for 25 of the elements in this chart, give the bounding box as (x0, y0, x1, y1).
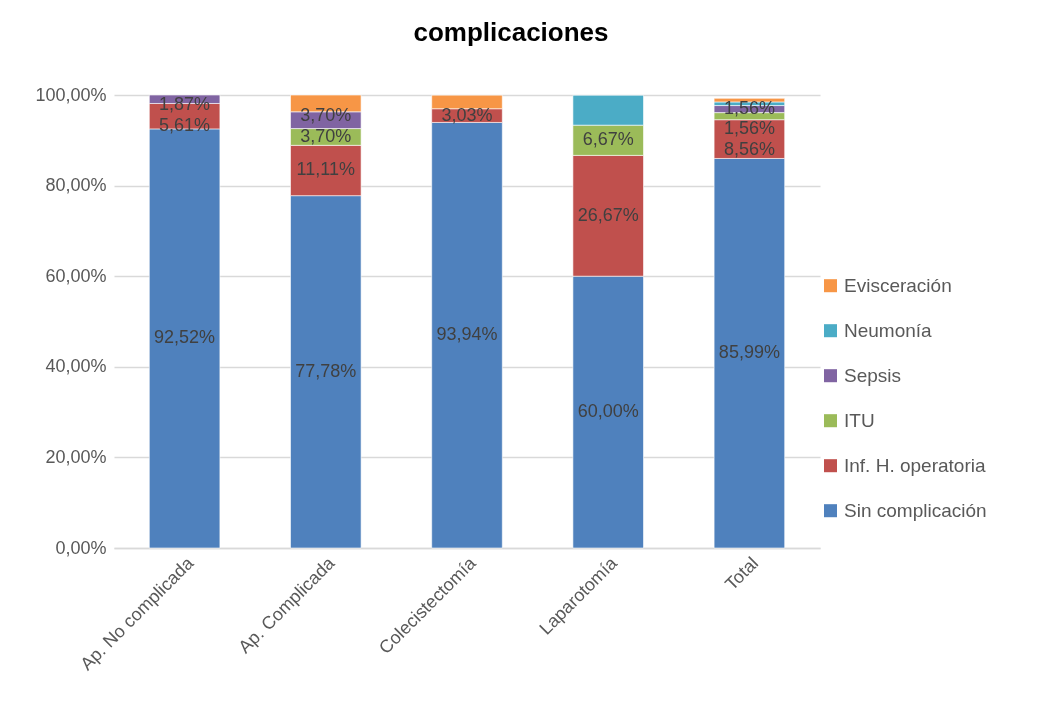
legend-label: Evisceración (844, 274, 952, 296)
data-label: 92,52% (154, 327, 216, 348)
data-label: 8,56% (723, 139, 775, 160)
legend-label: Inf. H. operatoria (844, 454, 986, 476)
y-tick-label: 60,00% (45, 265, 107, 286)
legend-label: Sin complicación (844, 499, 987, 521)
y-tick-label: 20,00% (45, 446, 107, 467)
data-label: 3,03% (441, 104, 493, 125)
legend-label: Neumonía (844, 319, 933, 341)
y-tick-label: 0,00% (55, 537, 107, 558)
data-label: 3,70% (300, 125, 352, 146)
data-label: 11,11% (296, 159, 355, 180)
data-label: 26,67% (577, 204, 639, 225)
y-tick-label: 80,00% (45, 175, 107, 196)
legend-label: ITU (844, 409, 875, 431)
data-label: 93,94% (436, 324, 498, 345)
data-label: 77,78% (295, 360, 357, 381)
data-label: 6,67% (582, 129, 634, 150)
legend-label: Sepsis (844, 364, 902, 386)
chart-title: complicaciones (413, 17, 609, 47)
data-label: 85,99% (718, 342, 780, 363)
y-tick-label: 40,00% (45, 356, 107, 377)
data-label: 1,56% (723, 118, 775, 139)
y-tick-label: 100,00% (35, 84, 107, 105)
data-label: 60,00% (577, 401, 639, 422)
